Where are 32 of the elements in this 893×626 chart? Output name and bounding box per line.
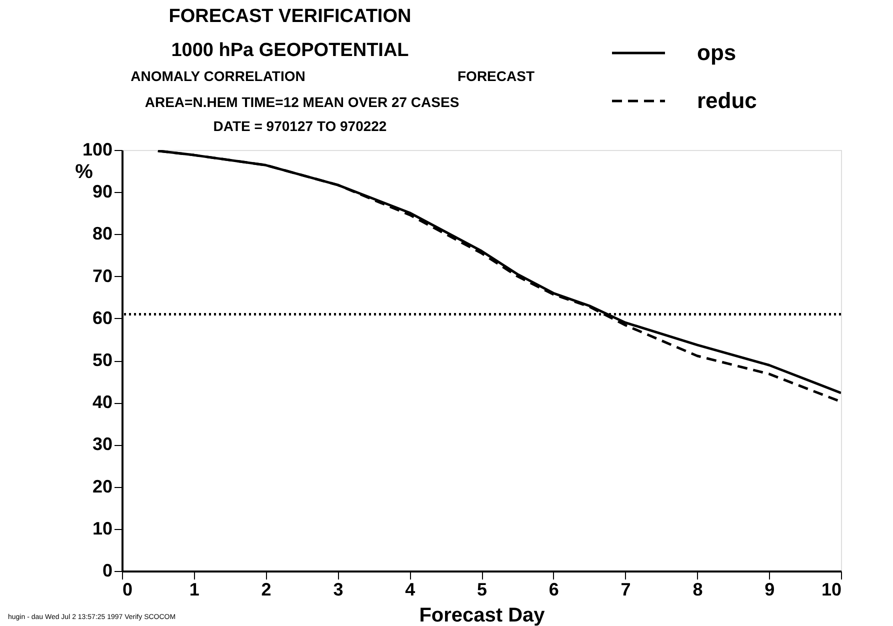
chart-title: FORECAST VERIFICATION [168, 6, 412, 27]
text: ANOMALY CORRELATION [130, 68, 306, 84]
x-tick-label: 9 [764, 580, 775, 600]
y-tick-label: 10 [92, 518, 112, 538]
x-tick-label: 8 [692, 580, 703, 600]
x-tick-label: 6 [548, 580, 559, 600]
legend-label: ops [697, 40, 736, 65]
chart-subtitle: 1000 hPa GEOPOTENTIAL [171, 40, 410, 61]
text: AREA=N.HEM TIME=12 MEAN OVER 27 CASES [144, 94, 460, 110]
y-tick-label: 50 [92, 350, 112, 370]
y-tick-label: 90 [92, 182, 112, 202]
x-tick-label: 3 [333, 580, 344, 600]
y-tick-label: 0 [102, 560, 112, 580]
x-tick-label: 5 [476, 580, 488, 600]
y-tick-label: 20 [92, 476, 112, 496]
x-axis-title: Forecast Day [419, 604, 546, 626]
x-tick-label: 1 [189, 580, 200, 600]
x-tick-label: 4 [405, 580, 416, 600]
x-tick-label: 10 [821, 580, 842, 600]
legend-label: reduc [697, 88, 757, 113]
y-axis-title: % [75, 161, 94, 183]
x-tick-label: 7 [620, 580, 631, 600]
y-tick-label: 100 [82, 140, 112, 160]
text: FORECAST [458, 68, 535, 84]
y-tick-label: 40 [92, 392, 112, 412]
x-tick-label: 2 [261, 580, 272, 600]
text: DATE = 970127 TO 970222 [213, 118, 387, 134]
y-tick-label: 80 [92, 224, 112, 244]
y-tick-label: 30 [92, 434, 112, 454]
x-tick-label: 0 [122, 580, 133, 600]
y-tick-label: 70 [92, 266, 112, 286]
y-tick-label: 60 [92, 308, 112, 328]
